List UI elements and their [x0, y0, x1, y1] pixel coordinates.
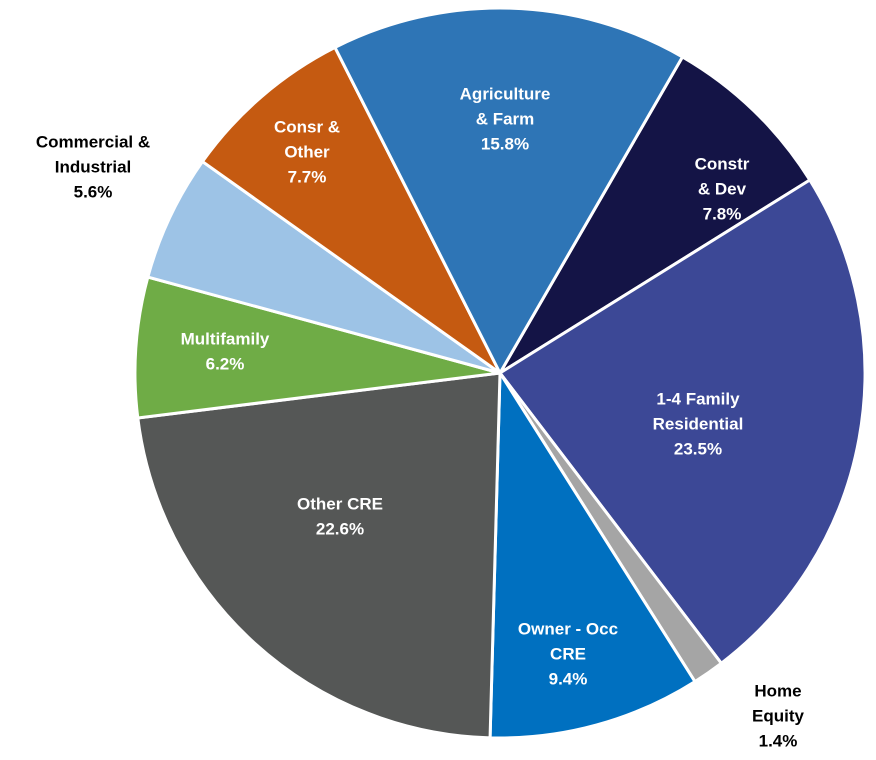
- slice-value-label: 6.2%: [206, 354, 245, 373]
- pie-slice: [136, 371, 502, 740]
- slice-label: Other: [284, 142, 330, 161]
- slice-value-label: 7.7%: [288, 167, 327, 186]
- slice-label: & Dev: [698, 179, 747, 198]
- pie-slice: [498, 54, 812, 375]
- slice-value-label: 5.6%: [74, 182, 113, 201]
- pie-slice: [145, 159, 501, 375]
- slice-value-label: 15.8%: [481, 134, 529, 153]
- pie-slice: [497, 177, 867, 666]
- slice-label: Residential: [653, 414, 744, 433]
- slice-label: Owner - Occ: [518, 619, 618, 638]
- slice-label: Multifamily: [181, 329, 270, 348]
- slice-label: & Farm: [476, 109, 535, 128]
- pie-slice: [200, 45, 502, 375]
- slice-label: Consr &: [274, 117, 340, 136]
- slice-label: Agriculture: [460, 84, 551, 103]
- slice-label: CRE: [550, 644, 586, 663]
- slice-label: Industrial: [55, 157, 132, 176]
- slice-value-label: 1.4%: [759, 731, 798, 750]
- slice-label: 1-4 Family: [656, 389, 740, 408]
- pie-slice: [332, 6, 685, 377]
- slice-value-label: 7.8%: [703, 204, 742, 223]
- slice-value-label: 9.4%: [549, 669, 588, 688]
- pie-slice: [133, 275, 501, 420]
- pie-slice: [488, 368, 698, 740]
- slice-label: Constr: [695, 154, 750, 173]
- slice-value-label: 22.6%: [316, 519, 364, 538]
- slice-label: Home: [754, 681, 801, 700]
- slice-label: Other CRE: [297, 494, 383, 513]
- slice-value-label: 23.5%: [674, 439, 722, 458]
- slice-label: Commercial &: [36, 132, 150, 151]
- slice-label: Equity: [752, 706, 804, 725]
